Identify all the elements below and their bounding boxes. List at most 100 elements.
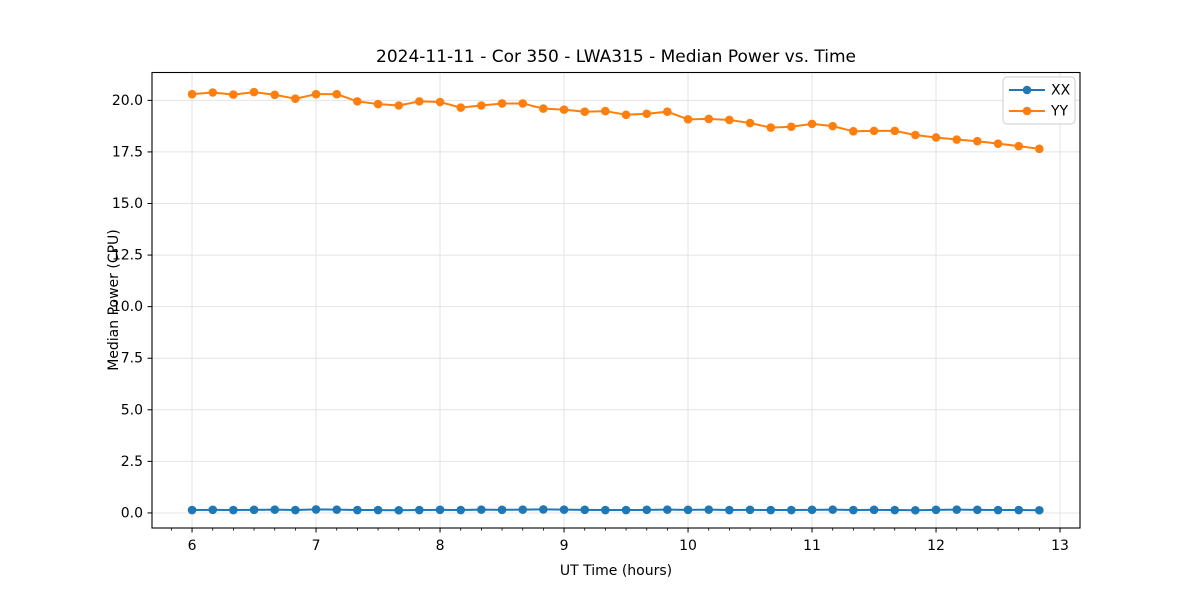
legend-label-xx: XX [1051,83,1071,99]
series-yy-marker [601,106,610,116]
series-xx-marker [911,505,920,515]
series-xx-marker [601,505,610,515]
series-xx-marker [518,505,528,514]
series-yy-marker [477,101,486,110]
series-xx-marker [187,505,197,515]
chart-title: 2024-11-11 - Cor 350 - LWA315 - Median P… [376,47,856,67]
series-yy-marker [311,89,321,99]
y-tick-label: 17.5 [112,144,143,160]
series-xx-marker [353,505,362,515]
series-xx-marker [621,505,631,515]
series-xx-marker [828,505,838,514]
series-xx-marker [807,505,817,515]
x-tick-label: 9 [560,538,569,554]
series-xx-marker [1014,505,1024,515]
series-yy-marker [787,122,796,132]
y-tick-label: 12.5 [112,248,143,264]
series-yy-marker [828,121,838,131]
series-xx-marker [394,505,404,515]
series-yy-marker [456,103,466,112]
axis-ticks [147,99,1061,533]
series-xx-marker [435,505,445,515]
series-xx-marker [890,505,900,515]
series-yy-marker [187,89,197,99]
series-yy-marker [580,107,590,116]
series-yy-marker [208,88,218,97]
y-tick-label: 20.0 [112,93,143,109]
series-yy-marker [704,114,714,124]
series-xx-marker [249,505,259,515]
series-yy-marker [435,97,445,107]
y-tick-label: 0.0 [121,505,143,521]
plot-border [151,71,1081,529]
series-yy-marker [1035,144,1044,154]
series-yy-marker [415,97,424,106]
series-yy-marker [1014,141,1024,151]
series-yy-marker [849,126,858,136]
series-yy-marker [890,126,900,136]
series-xx-marker [952,505,962,514]
series-yy-marker [270,90,280,100]
series-yy-marker [766,123,776,132]
series-xx-marker [745,505,755,515]
series-yy-marker [229,90,238,99]
series-yy-marker [559,105,569,114]
series-xx-marker [787,505,796,515]
series-yy-marker [394,101,404,110]
series-xx-marker [849,505,858,515]
series-xx-marker [642,505,652,515]
series-xx-marker [208,505,218,515]
x-tick-label: 13 [1051,538,1069,554]
series-xx-marker [931,505,941,515]
series-yy-marker [911,130,920,140]
series-xx-marker [539,505,548,514]
series-xx-marker [373,505,383,515]
series-yy-marker [621,110,631,120]
series-xx-marker [497,505,507,515]
series-xx-marker [580,505,590,515]
series-xx-marker [683,505,693,515]
x-tick-label: 11 [803,538,821,554]
series-xx-marker [766,505,776,515]
series-xx-marker [291,505,300,515]
series-xx-marker [725,505,734,515]
series-xx-marker [415,505,424,515]
legend-label-yy: YY [1050,104,1069,120]
y-tick-label: 2.5 [121,454,143,470]
series-yy-marker [518,99,528,108]
x-tick-label: 7 [312,538,321,554]
legend-box [1002,76,1076,125]
series-xx-marker [869,505,879,515]
series-xx-marker [311,505,321,514]
series-yy-marker [291,94,300,103]
series-yy-marker [807,119,817,129]
series-xx-marker [456,505,466,515]
series-yy-marker [931,133,941,142]
series-yy-marker [497,99,507,108]
x-tick-label: 6 [188,538,197,554]
y-tick-label: 7.5 [121,351,143,367]
series-yy-marker [663,107,672,116]
series-yy-marker [869,126,879,136]
series-yy-marker [332,89,342,99]
series-xx-marker [1035,505,1044,515]
series-xx-marker [559,505,569,514]
series-yy-marker [373,99,383,109]
x-tick-label: 10 [679,538,697,554]
y-tick-label: 10.0 [112,299,143,315]
series-xx-marker [973,505,982,515]
series-yy-marker [683,115,693,124]
series-layer [187,87,1044,515]
y-tick-label: 5.0 [121,402,143,418]
series-yy-marker [725,115,734,125]
y-axis-label: Median Power (CPU) [106,229,122,371]
x-tick-label: 12 [927,538,945,554]
series-xx-marker [229,505,238,515]
y-tick-label: 15.0 [112,196,143,212]
series-yy-marker [952,135,962,144]
series-xx-marker [704,505,714,514]
series-xx-marker [332,505,342,514]
series-xx-marker [663,505,672,514]
series-xx-marker [477,505,486,514]
